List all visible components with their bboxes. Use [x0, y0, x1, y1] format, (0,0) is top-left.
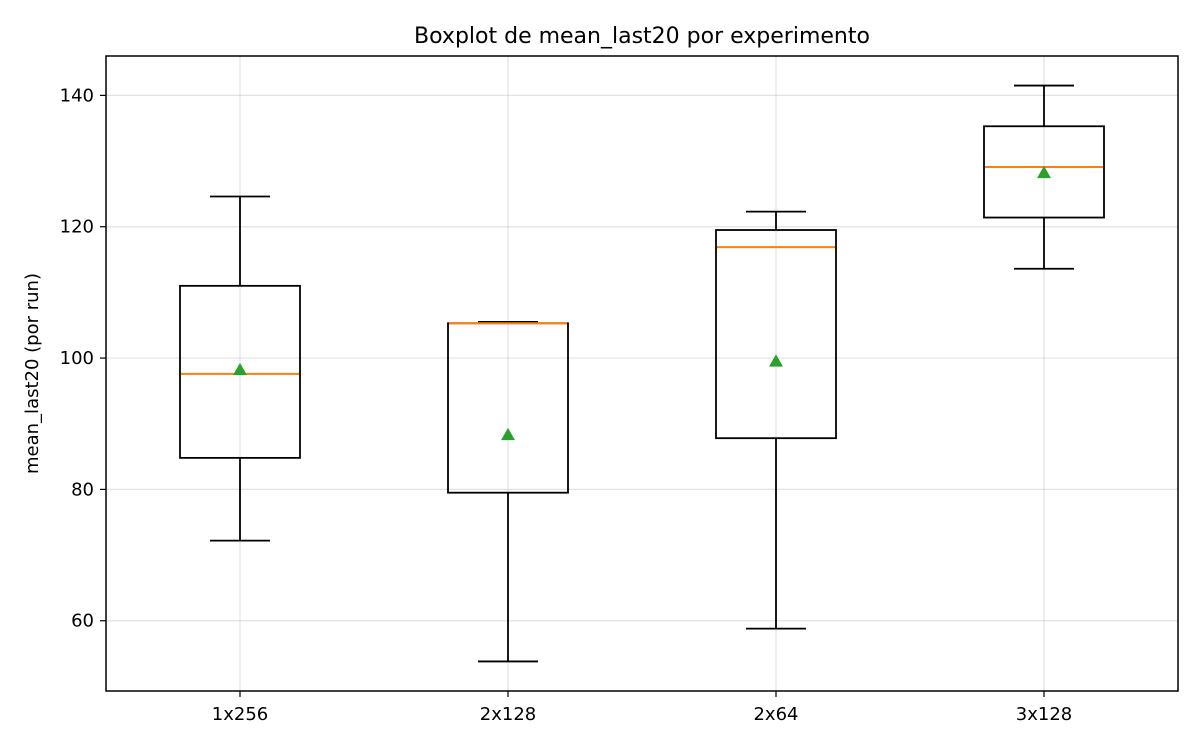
y-axis: 60 80 100 120 140	[60, 85, 106, 632]
mean-marker	[233, 362, 247, 376]
axes-frame	[105, 55, 1179, 692]
box-3x128	[983, 84, 1105, 270]
y-tick-label: 80	[71, 479, 94, 500]
box-2x128	[447, 321, 569, 663]
x-tick-label: 3x128	[1016, 704, 1072, 725]
iqr-box	[179, 284, 301, 459]
x-axis: 1x256 2x128 2x64 3x128	[212, 691, 1072, 725]
iqr-box	[983, 125, 1105, 219]
y-tick-label: 140	[60, 85, 94, 106]
chart-title: Boxplot de mean_last20 por experimento	[414, 24, 870, 49]
x-tick-label: 1x256	[212, 704, 268, 725]
mean-marker	[501, 427, 515, 441]
y-axis-label: mean_last20 (por run)	[22, 273, 43, 474]
mean-marker	[1037, 165, 1051, 179]
y-tick-label: 120	[60, 217, 94, 238]
x-tick-label: 2x128	[480, 704, 536, 725]
y-tick-label: 60	[71, 611, 94, 632]
iqr-box	[715, 229, 837, 440]
y-tick-label: 100	[60, 348, 94, 369]
box-1x256	[179, 195, 301, 542]
box-layer	[179, 84, 1105, 663]
mean-marker	[769, 354, 783, 367]
x-tick-label: 2x64	[753, 704, 798, 725]
box-2x64	[715, 210, 837, 630]
